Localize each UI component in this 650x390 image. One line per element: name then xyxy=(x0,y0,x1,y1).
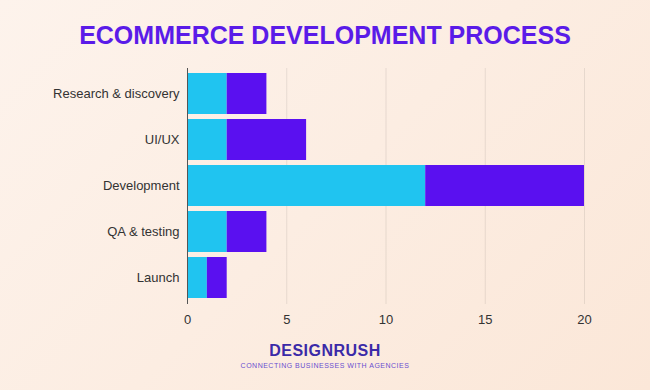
svg-text:15: 15 xyxy=(478,312,492,327)
svg-text:0: 0 xyxy=(184,312,191,327)
svg-text:20: 20 xyxy=(577,312,591,327)
svg-text:Development: Development xyxy=(103,178,180,193)
svg-text:5: 5 xyxy=(283,312,290,327)
svg-text:QA & testing: QA & testing xyxy=(107,224,179,239)
svg-text:UI/UX: UI/UX xyxy=(145,132,180,147)
html-text:ECOMMERCE DEVELOPMENT PROCESS: ECOMMERCE DEVELOPMENT PROCESS xyxy=(79,21,571,49)
svg-text:10: 10 xyxy=(379,312,393,327)
html-text:CONNECTING BUSINESSES WITH AGE: CONNECTING BUSINESSES WITH AGENCIES xyxy=(240,362,410,369)
svg-text:Launch: Launch xyxy=(137,270,180,285)
html-text:DESIGNRUSH: DESIGNRUSH xyxy=(269,342,381,359)
svg-text:Research & discovery: Research & discovery xyxy=(53,86,180,101)
